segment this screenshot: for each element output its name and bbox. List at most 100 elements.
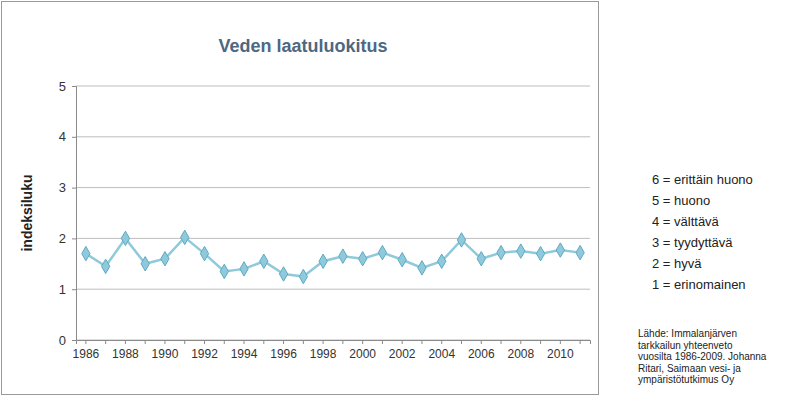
x-tick: 2004 [428,340,455,361]
x-tick: 1992 [191,340,218,361]
plot-area [82,230,585,284]
x-tick: 2002 [389,340,416,361]
marker [517,244,525,258]
chart-frame [2,2,599,395]
marker [260,254,268,268]
x-tick-mark [184,340,185,344]
x-tick: 2000 [349,340,376,361]
x-tick [263,340,264,344]
marker [556,243,564,257]
marker [497,245,505,259]
x-axis-line [77,341,591,345]
marker [536,246,544,260]
x-tick-label: 2006 [468,347,495,361]
x-tick [421,340,422,344]
x-tick-mark [323,340,324,344]
series-line [86,237,580,276]
x-tick-mark [303,340,304,344]
y-tick-mark [72,289,76,290]
source-line: Lähde: Immalanjärven [638,328,737,339]
x-tick-label: 1988 [112,347,139,361]
marker [477,252,485,266]
y-tick-mark [72,86,76,87]
y-tick-mark [72,340,76,341]
x-axis: 1986 1988 1990 1992 1994 1996 1998 2000 2002 2004… [73,340,591,361]
marker [576,245,584,259]
x-tick-mark [244,340,245,344]
marker [299,269,307,283]
x-tick-mark [461,340,462,344]
y-tick-label: 2 [59,231,66,246]
x-tick: 1996 [270,340,297,361]
marker [339,249,347,263]
marker [181,230,189,244]
x-tick: 1990 [152,340,179,361]
grid-line [76,136,590,137]
x-tick-mark [382,340,383,344]
x-tick-mark [540,340,541,344]
marker [161,252,169,266]
y-tick: 3 [59,180,76,195]
x-tick-label: 1996 [270,347,297,361]
x-tick: 1986 [73,340,100,361]
y-tick-label: 1 [59,282,66,297]
marker [319,254,327,268]
x-tick [540,340,541,344]
x-tick-mark [164,340,165,344]
x-tick: 2008 [507,340,534,361]
y-axis: 0 1 2 3 4 5 [59,79,77,348]
x-tick-mark [520,340,521,344]
x-tick-mark [85,340,86,344]
grid-line [76,238,590,239]
x-tick [303,340,304,344]
x-tick: 1998 [310,340,337,361]
x-tick-mark [125,340,126,344]
x-tick-mark [105,340,106,344]
y-axis-title: indeksiluku [19,174,35,251]
marker [82,246,90,260]
annotation: 6 = erittäin huono [652,172,753,187]
x-tick-mark [263,340,264,344]
x-tick-mark [224,340,225,344]
y-tick: 0 [59,333,76,348]
source-line: tarkkailun yhteenveto [638,340,733,351]
marker [279,267,287,281]
source-line: ympäristötutkimus Oy [638,374,734,385]
x-tick [224,340,225,344]
x-tick: 2010 [547,340,574,361]
x-tick-mark [580,340,581,344]
annotation: 1 = erinomainen [652,277,746,292]
x-tick-mark [481,340,482,344]
x-tick-mark [342,340,343,344]
source: Lähde: Immalanjärventarkkailun yhteenvet… [638,328,767,385]
grid-line [76,86,590,87]
marker [200,246,208,260]
marker [398,253,406,267]
marker [418,261,426,275]
x-tick [145,340,146,344]
y-tick-mark [72,238,76,239]
x-tick-label: 1990 [152,347,179,361]
grid-line [76,187,590,188]
grid-line [76,289,590,290]
chart: 0 1 2 3 4 5 1986 1988 1990 1992 1994 1996 1998 2000 20… [0,0,800,398]
x-tick-label: 2004 [428,347,455,361]
x-tick: 1994 [231,340,258,361]
x-tick [580,340,581,344]
annotation: 4 = välttävä [652,214,720,229]
y-tick-label: 4 [59,129,66,144]
x-tick-mark [283,340,284,344]
grid [76,86,590,340]
marker [358,252,366,266]
x-tick-mark [145,340,146,344]
marker [101,259,109,273]
annotation: 5 = huono [652,193,710,208]
x-tick-mark [204,340,205,344]
x-tick-mark [560,340,561,344]
marker [438,254,446,268]
x-tick-mark [441,340,442,344]
marker [141,257,149,271]
x-tick: 1988 [112,340,139,361]
y-tick-label: 5 [59,79,66,94]
x-tick-label: 1986 [73,347,100,361]
